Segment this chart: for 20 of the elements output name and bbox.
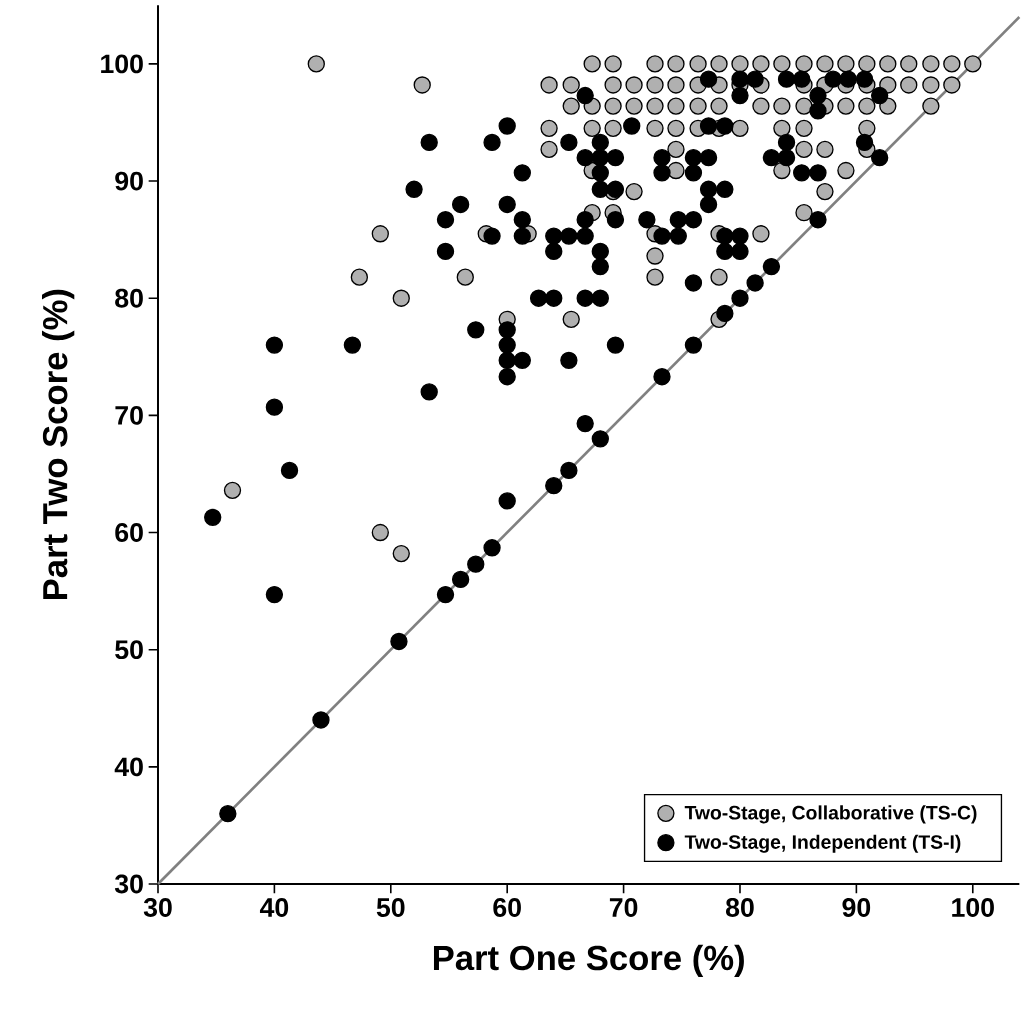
x-tick-label: 60 <box>493 898 521 917</box>
x-tick-label: 90 <box>842 898 871 917</box>
y-tick-label: 70 <box>115 405 143 425</box>
x-tick-label: 50 <box>376 898 405 917</box>
x-axis-title: Part One Score (%) <box>433 944 744 978</box>
y-axis-title: Part Two Score (%) <box>42 289 75 600</box>
y-tick-label: 60 <box>115 523 143 542</box>
y-tick-label: 50 <box>115 640 143 660</box>
y-tick-label: 90 <box>115 171 143 191</box>
x-tick-label: 40 <box>259 898 289 917</box>
x-tick-label: 80 <box>725 898 754 917</box>
x-tick-label: 100 <box>952 898 994 917</box>
y-tick-label: 30 <box>114 874 143 894</box>
y-tick-label: 80 <box>115 288 143 308</box>
x-tick-label: 70 <box>609 898 638 917</box>
y-tick-label: 40 <box>114 757 143 777</box>
legend-label: Two-Stage, Independent (TS-I) <box>684 834 961 853</box>
legend-label: Two-Stage, Collaborative (TS-C) <box>684 805 977 824</box>
y-tick-label: 100 <box>101 54 143 74</box>
x-tick-label: 30 <box>143 898 172 917</box>
